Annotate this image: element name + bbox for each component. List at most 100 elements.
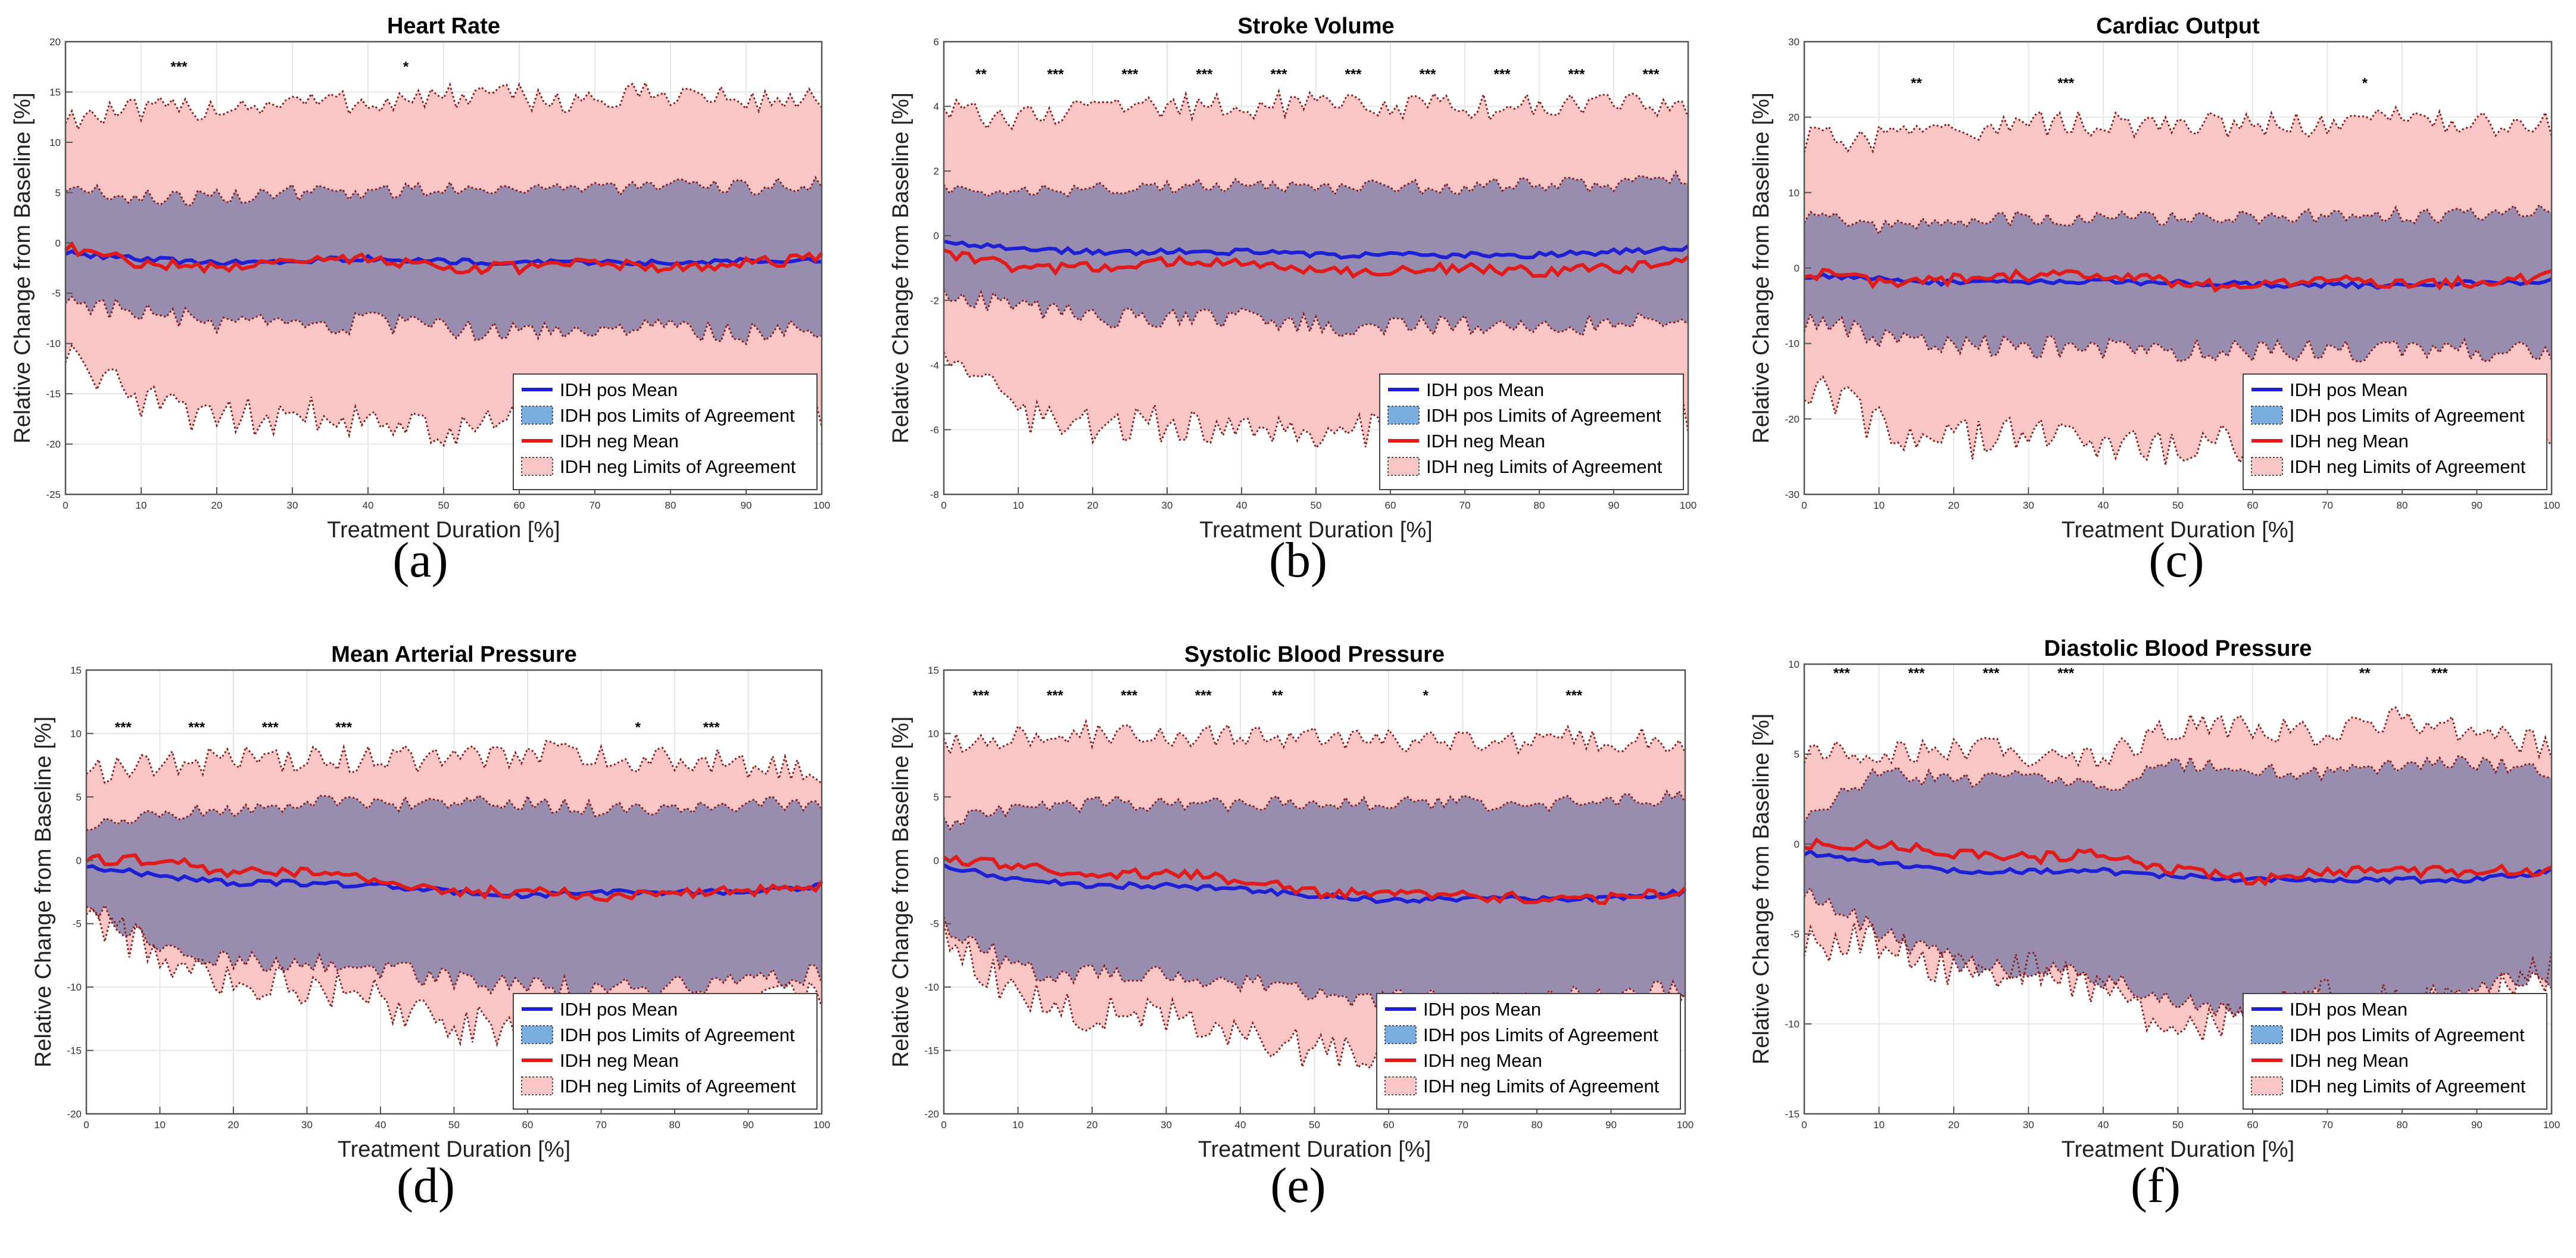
- y-tick-label: -20: [924, 1108, 939, 1120]
- idh-pos-limits-band: [86, 795, 822, 998]
- y-tick-label: -10: [924, 982, 939, 993]
- legend-swatch-pos-limits: [521, 406, 553, 425]
- significance-marker: ***: [335, 720, 353, 736]
- idh-neg-mean-line: [943, 854, 1687, 905]
- legend-label: IDH pos Mean: [2290, 379, 2407, 400]
- idh-pos-limits-band: [944, 791, 1685, 1010]
- x-tick-label: 100: [2543, 1119, 2560, 1131]
- y-tick-label: 10: [1788, 187, 1800, 198]
- x-tick-label: 0: [83, 1119, 89, 1131]
- y-tick-label: 10: [49, 137, 61, 148]
- y-tick-label: 5: [1794, 749, 1800, 760]
- idh-pos-upper-limit-line: [943, 789, 1686, 831]
- significance-marker: ***: [1493, 66, 1511, 82]
- significance-marker: ***: [1195, 688, 1212, 704]
- x-axis-label: Treatment Duration [%]: [338, 1137, 570, 1162]
- significance-marker: *: [403, 59, 409, 75]
- idh-neg-mean-line: [64, 241, 824, 276]
- legend-label: IDH neg Mean: [2290, 1050, 2409, 1071]
- x-tick-label: 10: [1873, 500, 1885, 511]
- y-tick-label: -6: [930, 424, 939, 435]
- idh-pos-upper-limit-line: [86, 794, 823, 831]
- legend: IDH pos Mean IDH pos Limits of Agreement I…: [1379, 373, 1684, 490]
- legend-label: IDH pos Mean: [560, 379, 678, 400]
- idh-pos-limits-band: [1804, 756, 2552, 1017]
- significance-marker: ***: [1047, 66, 1064, 82]
- x-tick-label: 40: [2098, 1119, 2109, 1131]
- y-tick-label: 15: [49, 86, 61, 98]
- x-tick-label: 90: [1605, 1119, 1617, 1131]
- legend-label: IDH neg Mean: [1426, 431, 1545, 451]
- x-tick-label: 70: [1457, 1119, 1468, 1131]
- x-tick-label: 30: [1161, 1119, 1172, 1131]
- y-tick-label: -10: [1785, 1019, 1800, 1030]
- x-tick-label: 80: [1534, 500, 1545, 511]
- y-tick-label: 5: [934, 792, 939, 803]
- x-tick-label: 100: [813, 1119, 830, 1131]
- x-tick-label: 90: [2471, 1119, 2483, 1131]
- legend-swatch-pos-limits: [2251, 406, 2283, 425]
- y-tick-label: -20: [46, 439, 61, 450]
- x-tick-label: 60: [1383, 1119, 1395, 1131]
- y-axis-label: Relative Change from Baseline [%]: [31, 717, 56, 1067]
- x-tick-label: 20: [228, 1119, 239, 1131]
- legend-label: IDH neg Mean: [560, 1050, 679, 1071]
- x-tick-label: 10: [1873, 1119, 1885, 1131]
- x-tick-label: 30: [1162, 500, 1173, 511]
- significance-marker: ***: [2431, 665, 2449, 681]
- x-tick-label: 60: [2247, 500, 2259, 511]
- x-tick-label: 90: [2471, 500, 2483, 511]
- x-tick-label: 90: [1608, 500, 1620, 511]
- idh-neg-lower-limit-line: [943, 351, 1689, 450]
- legend-label: IDH neg Limits of Agreement: [1426, 456, 1663, 477]
- x-tick-label: 90: [743, 1119, 754, 1131]
- x-tick-label: 100: [2543, 500, 2560, 511]
- idh-neg-upper-limit-line: [1803, 706, 2553, 770]
- x-tick-label: 30: [301, 1119, 313, 1131]
- legend-swatch-neg-limits: [1384, 1076, 1417, 1095]
- legend-swatch-neg-limits: [2251, 1076, 2283, 1095]
- legend-swatch-neg-limits: [2251, 457, 2283, 476]
- significance-marker: ***: [188, 720, 205, 736]
- panel-caption: (b): [1269, 533, 1327, 588]
- legend-label: IDH pos Limits of Agreement: [1426, 405, 1661, 426]
- significance-marker: ***: [1908, 665, 1925, 681]
- x-axis-label: Treatment Duration [%]: [2062, 1137, 2294, 1162]
- x-tick-label: 40: [1236, 500, 1248, 511]
- legend-label: IDH pos Limits of Agreement: [1423, 1025, 1658, 1045]
- legend: IDH pos Mean IDH pos Limits of Agreement I…: [513, 993, 818, 1110]
- significance-marker: ***: [262, 720, 279, 736]
- x-tick-label: 10: [1012, 1119, 1024, 1131]
- x-tick-label: 60: [514, 500, 525, 511]
- y-tick-label: 0: [934, 855, 939, 866]
- legend: IDH pos Mean IDH pos Limits of Agreement I…: [2243, 993, 2547, 1110]
- idh-pos-mean-line: [86, 864, 822, 899]
- x-tick-label: 20: [1087, 500, 1099, 511]
- x-tick-label: 60: [1385, 500, 1396, 511]
- legend-label: IDH neg Mean: [2290, 431, 2409, 451]
- y-tick-label: 0: [1794, 263, 1800, 274]
- chart-title: Stroke Volume: [1237, 14, 1394, 39]
- legend-label: IDH neg Mean: [560, 431, 679, 451]
- x-tick-label: 0: [1801, 1119, 1807, 1131]
- y-tick-label: -8: [930, 489, 939, 500]
- legend-label: IDH neg Limits of Agreement: [1423, 1076, 1660, 1097]
- idh-neg-lower-limit-line: [1803, 923, 2553, 1044]
- y-tick-label: -5: [1791, 929, 1800, 940]
- legend-label: IDH neg Limits of Agreement: [2290, 1076, 2526, 1097]
- legend-box: [513, 993, 818, 1110]
- legend-label: IDH pos Mean: [1426, 379, 1544, 400]
- idh-pos-mean-line: [1803, 849, 2553, 885]
- chart-title: Heart Rate: [387, 14, 500, 39]
- legend-box: [1379, 373, 1684, 490]
- chart-title: Mean Arterial Pressure: [331, 642, 577, 667]
- significance-marker: ***: [1345, 66, 1362, 82]
- x-tick-label: 10: [1013, 500, 1024, 511]
- y-tick-label: -2: [930, 295, 939, 306]
- legend-swatch-pos-limits: [1384, 1025, 1417, 1044]
- x-tick-label: 100: [1677, 1119, 1694, 1131]
